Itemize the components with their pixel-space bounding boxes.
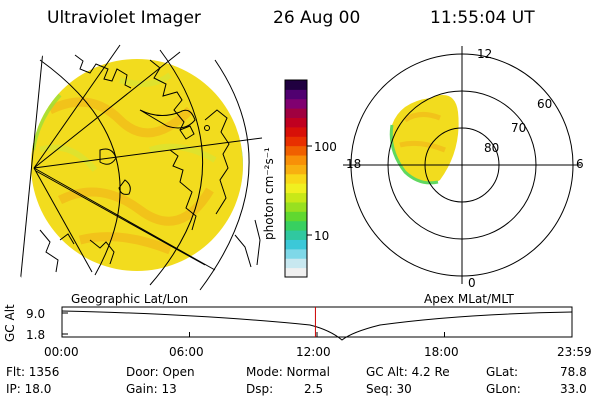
colorbar-band [285, 173, 307, 184]
emission-texture-light [39, 72, 217, 172]
x-tick-label: 06:00 [169, 345, 204, 359]
colorbar [285, 80, 307, 278]
geographic-label: Geographic Lat/Lon [71, 292, 189, 306]
colorbar-frame [284, 79, 312, 278]
info-glat-value: 78.8 [560, 365, 587, 379]
meridian-line [33, 167, 216, 271]
mlat-label-60: 60 [537, 97, 553, 111]
meridian-line [33, 137, 263, 169]
coastline [89, 239, 115, 265]
colorbar-band [285, 248, 307, 259]
coastline [74, 54, 132, 89]
coastline [179, 125, 195, 140]
colorbar-band [285, 267, 307, 278]
info-mode: Mode: Normal [246, 365, 330, 379]
polar-plot [343, 46, 581, 284]
x-tick-label: 18:00 [424, 345, 459, 359]
info-glon-value: 33.0 [560, 382, 587, 396]
info-ip: IP: 18.0 [6, 382, 52, 396]
colorbar-band [285, 258, 307, 269]
time-label: 11:55:04 UT [430, 8, 535, 28]
colorbar-unit-label: photon cm⁻²s⁻¹ [262, 147, 276, 240]
coastline [139, 109, 196, 129]
coastline [169, 149, 197, 231]
colorbar-tick-label: 10 [314, 229, 330, 243]
instrument-title: Ultraviolet Imager [47, 8, 201, 28]
info-seq: Seq: 30 [366, 382, 412, 396]
emission-texture [47, 97, 214, 255]
mlt-label-18: 18 [346, 157, 362, 171]
mlt-label-6: 6 [576, 157, 584, 171]
colorbar-band [285, 220, 307, 231]
island [204, 125, 210, 131]
parallel-arc [149, 49, 204, 286]
x-tick-label: 00:00 [44, 345, 79, 359]
x-tick-label: 12:00 [296, 345, 331, 359]
colorbar-band [285, 155, 307, 165]
colorbar-band [285, 192, 307, 203]
auroral-oval-texture [399, 112, 446, 153]
info-gcalt: GC Alt: 4.2 Re [366, 365, 450, 379]
colorbar-band [285, 183, 307, 194]
colorbar-band [285, 108, 307, 119]
y-tick-label: 1.8 [26, 328, 46, 342]
polar-label: Apex MLat/MLT [424, 292, 514, 306]
info-dsp: Dsp: [246, 382, 274, 396]
geographic-map [19, 39, 263, 291]
coastline [118, 179, 131, 195]
colorbar-band [285, 80, 307, 90]
coastline [99, 148, 117, 165]
colorbar-band [285, 136, 307, 147]
colorbar-band [285, 126, 307, 137]
info-flt: Flt: 1356 [6, 365, 60, 379]
colorbar-tick-label: 100 [314, 140, 337, 154]
y-tick-label: 9.0 [26, 307, 46, 321]
coastline [39, 229, 75, 273]
info-glon: GLon: [486, 382, 521, 396]
coastline [204, 109, 230, 215]
altitude-curve [61, 310, 573, 341]
colorbar-band [285, 117, 307, 128]
parallel-line [19, 39, 45, 286]
auroral-oval-edge [389, 124, 439, 185]
coastline [149, 59, 185, 131]
mlat-label-70: 70 [511, 121, 527, 135]
x-tick-label: 23:59 [557, 345, 592, 359]
colorbar-band [285, 211, 307, 222]
colorbar-band [285, 98, 307, 109]
colorbar-band [285, 230, 307, 240]
mlt-label-12: 12 [477, 47, 493, 61]
altitude-plot [61, 306, 573, 341]
parallel-arc [199, 59, 250, 291]
info-dsp-value: 2.5 [304, 382, 324, 396]
colorbar-band [285, 164, 307, 175]
date-label: 26 Aug 00 [273, 8, 361, 28]
colorbar-band [285, 201, 307, 212]
mlt-label-0: 0 [468, 276, 476, 290]
colorbar-band [285, 145, 307, 156]
colorbar-band [285, 239, 307, 250]
meridian-line [33, 167, 93, 273]
info-glat: GLat: [486, 365, 519, 379]
meridian-line [33, 51, 181, 169]
altitude-axis-title: GC Alt [3, 304, 17, 342]
mlat-label-80: 80 [484, 141, 500, 155]
coastline [234, 219, 261, 268]
info-door: Door: Open [126, 365, 195, 379]
colorbar-band [285, 89, 307, 100]
info-gain: Gain: 13 [126, 382, 177, 396]
meridian-line [33, 44, 121, 169]
